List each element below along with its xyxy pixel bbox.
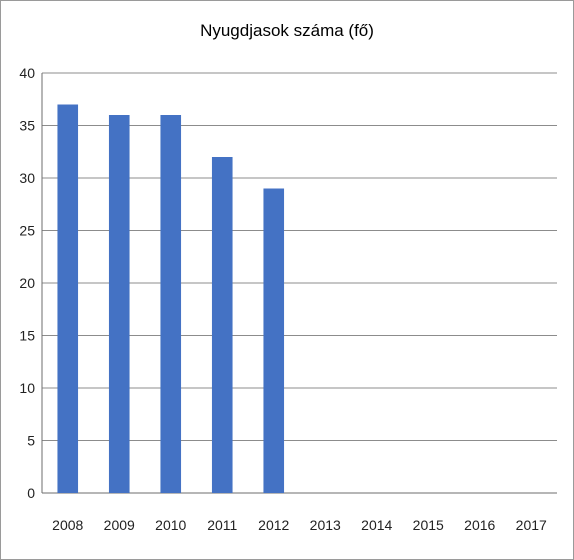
y-tick-label: 40 xyxy=(19,65,35,81)
chart-title: Nyugdjasok száma (fő) xyxy=(200,21,374,40)
y-tick-label: 15 xyxy=(19,328,35,344)
x-tick-label: 2016 xyxy=(464,517,495,533)
x-tick-label: 2014 xyxy=(361,517,392,533)
x-tick-label: 2008 xyxy=(52,517,83,533)
x-tick-label: 2015 xyxy=(413,517,444,533)
y-tick-label: 20 xyxy=(19,275,35,291)
x-tick-label: 2017 xyxy=(516,517,547,533)
y-tick-label: 25 xyxy=(19,223,35,239)
bar-2011 xyxy=(211,157,233,493)
bar-2010 xyxy=(160,115,182,493)
y-tick-label: 35 xyxy=(19,118,35,134)
x-tick-label: 2012 xyxy=(258,517,289,533)
x-tick-label: 2011 xyxy=(207,517,237,533)
bar-2012 xyxy=(263,188,285,493)
x-tick-label: 2010 xyxy=(155,517,186,533)
y-tick-label: 0 xyxy=(27,485,35,501)
bar-2009 xyxy=(108,115,130,493)
x-tick-label: 2013 xyxy=(310,517,341,533)
x-tick-label: 2009 xyxy=(104,517,135,533)
bar-2008 xyxy=(57,104,79,493)
y-tick-label: 10 xyxy=(19,380,35,396)
y-tick-label: 5 xyxy=(27,433,35,449)
y-tick-label: 30 xyxy=(19,170,35,186)
